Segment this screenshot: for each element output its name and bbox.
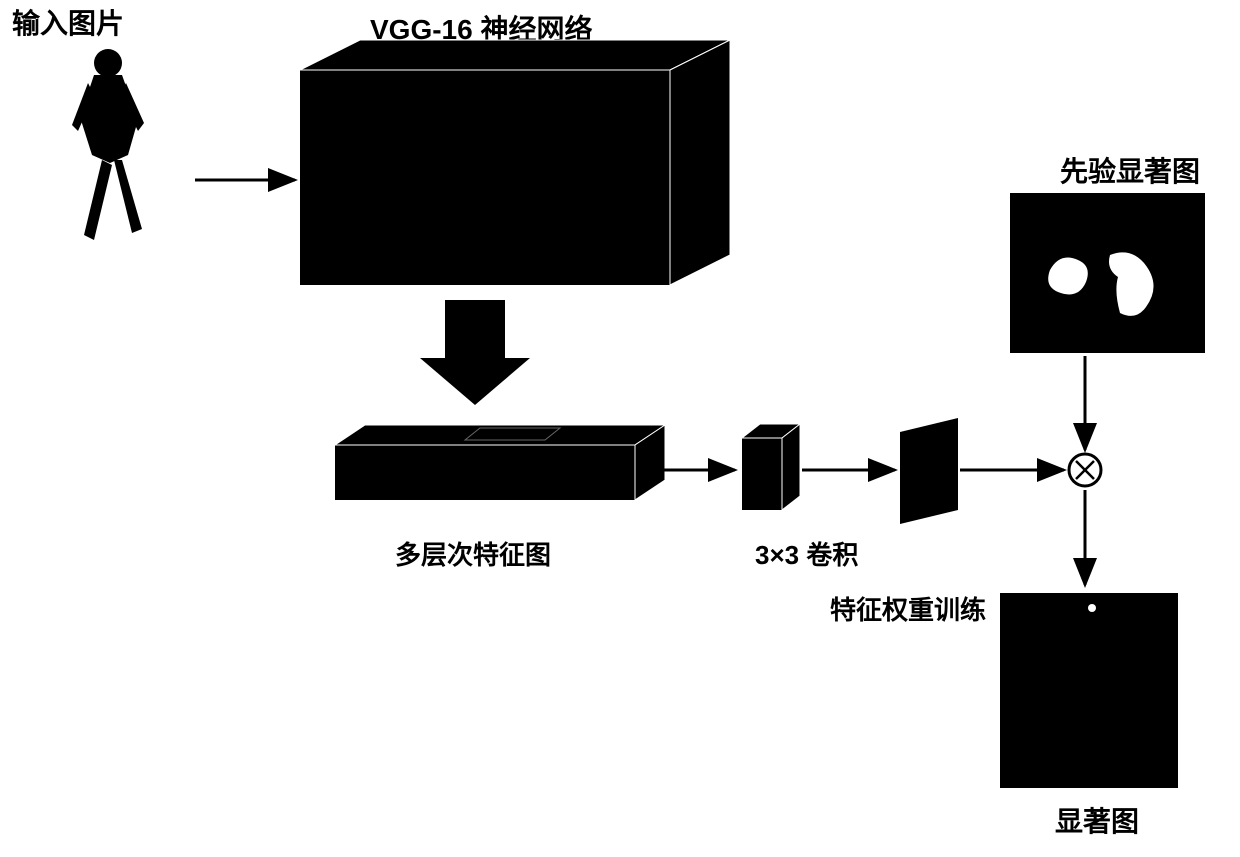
feature-cuboid	[335, 425, 665, 500]
multilevel-feature-label: 多层次特征图	[395, 535, 551, 572]
person-icon	[72, 49, 144, 240]
conv-cuboid	[742, 424, 800, 510]
input-image-label: 输入图片	[12, 2, 124, 42]
diagram-canvas	[0, 0, 1240, 857]
vgg-title-label: VGG-16 神经网络	[370, 8, 592, 48]
feature-weight-training-label: 特征权重训练	[830, 590, 986, 627]
saliency-label: 显著图	[1055, 800, 1139, 840]
weight-parallelogram	[900, 418, 958, 524]
prior-saliency-label: 先验显著图	[1060, 150, 1200, 190]
vgg-cuboid	[300, 40, 730, 285]
conv3x3-label: 3×3 卷积	[755, 535, 858, 572]
prior-saliency-box	[1010, 193, 1205, 353]
thick-arrow-down	[420, 300, 530, 405]
saliency-box	[1000, 593, 1178, 788]
multiply-node	[1069, 454, 1101, 486]
